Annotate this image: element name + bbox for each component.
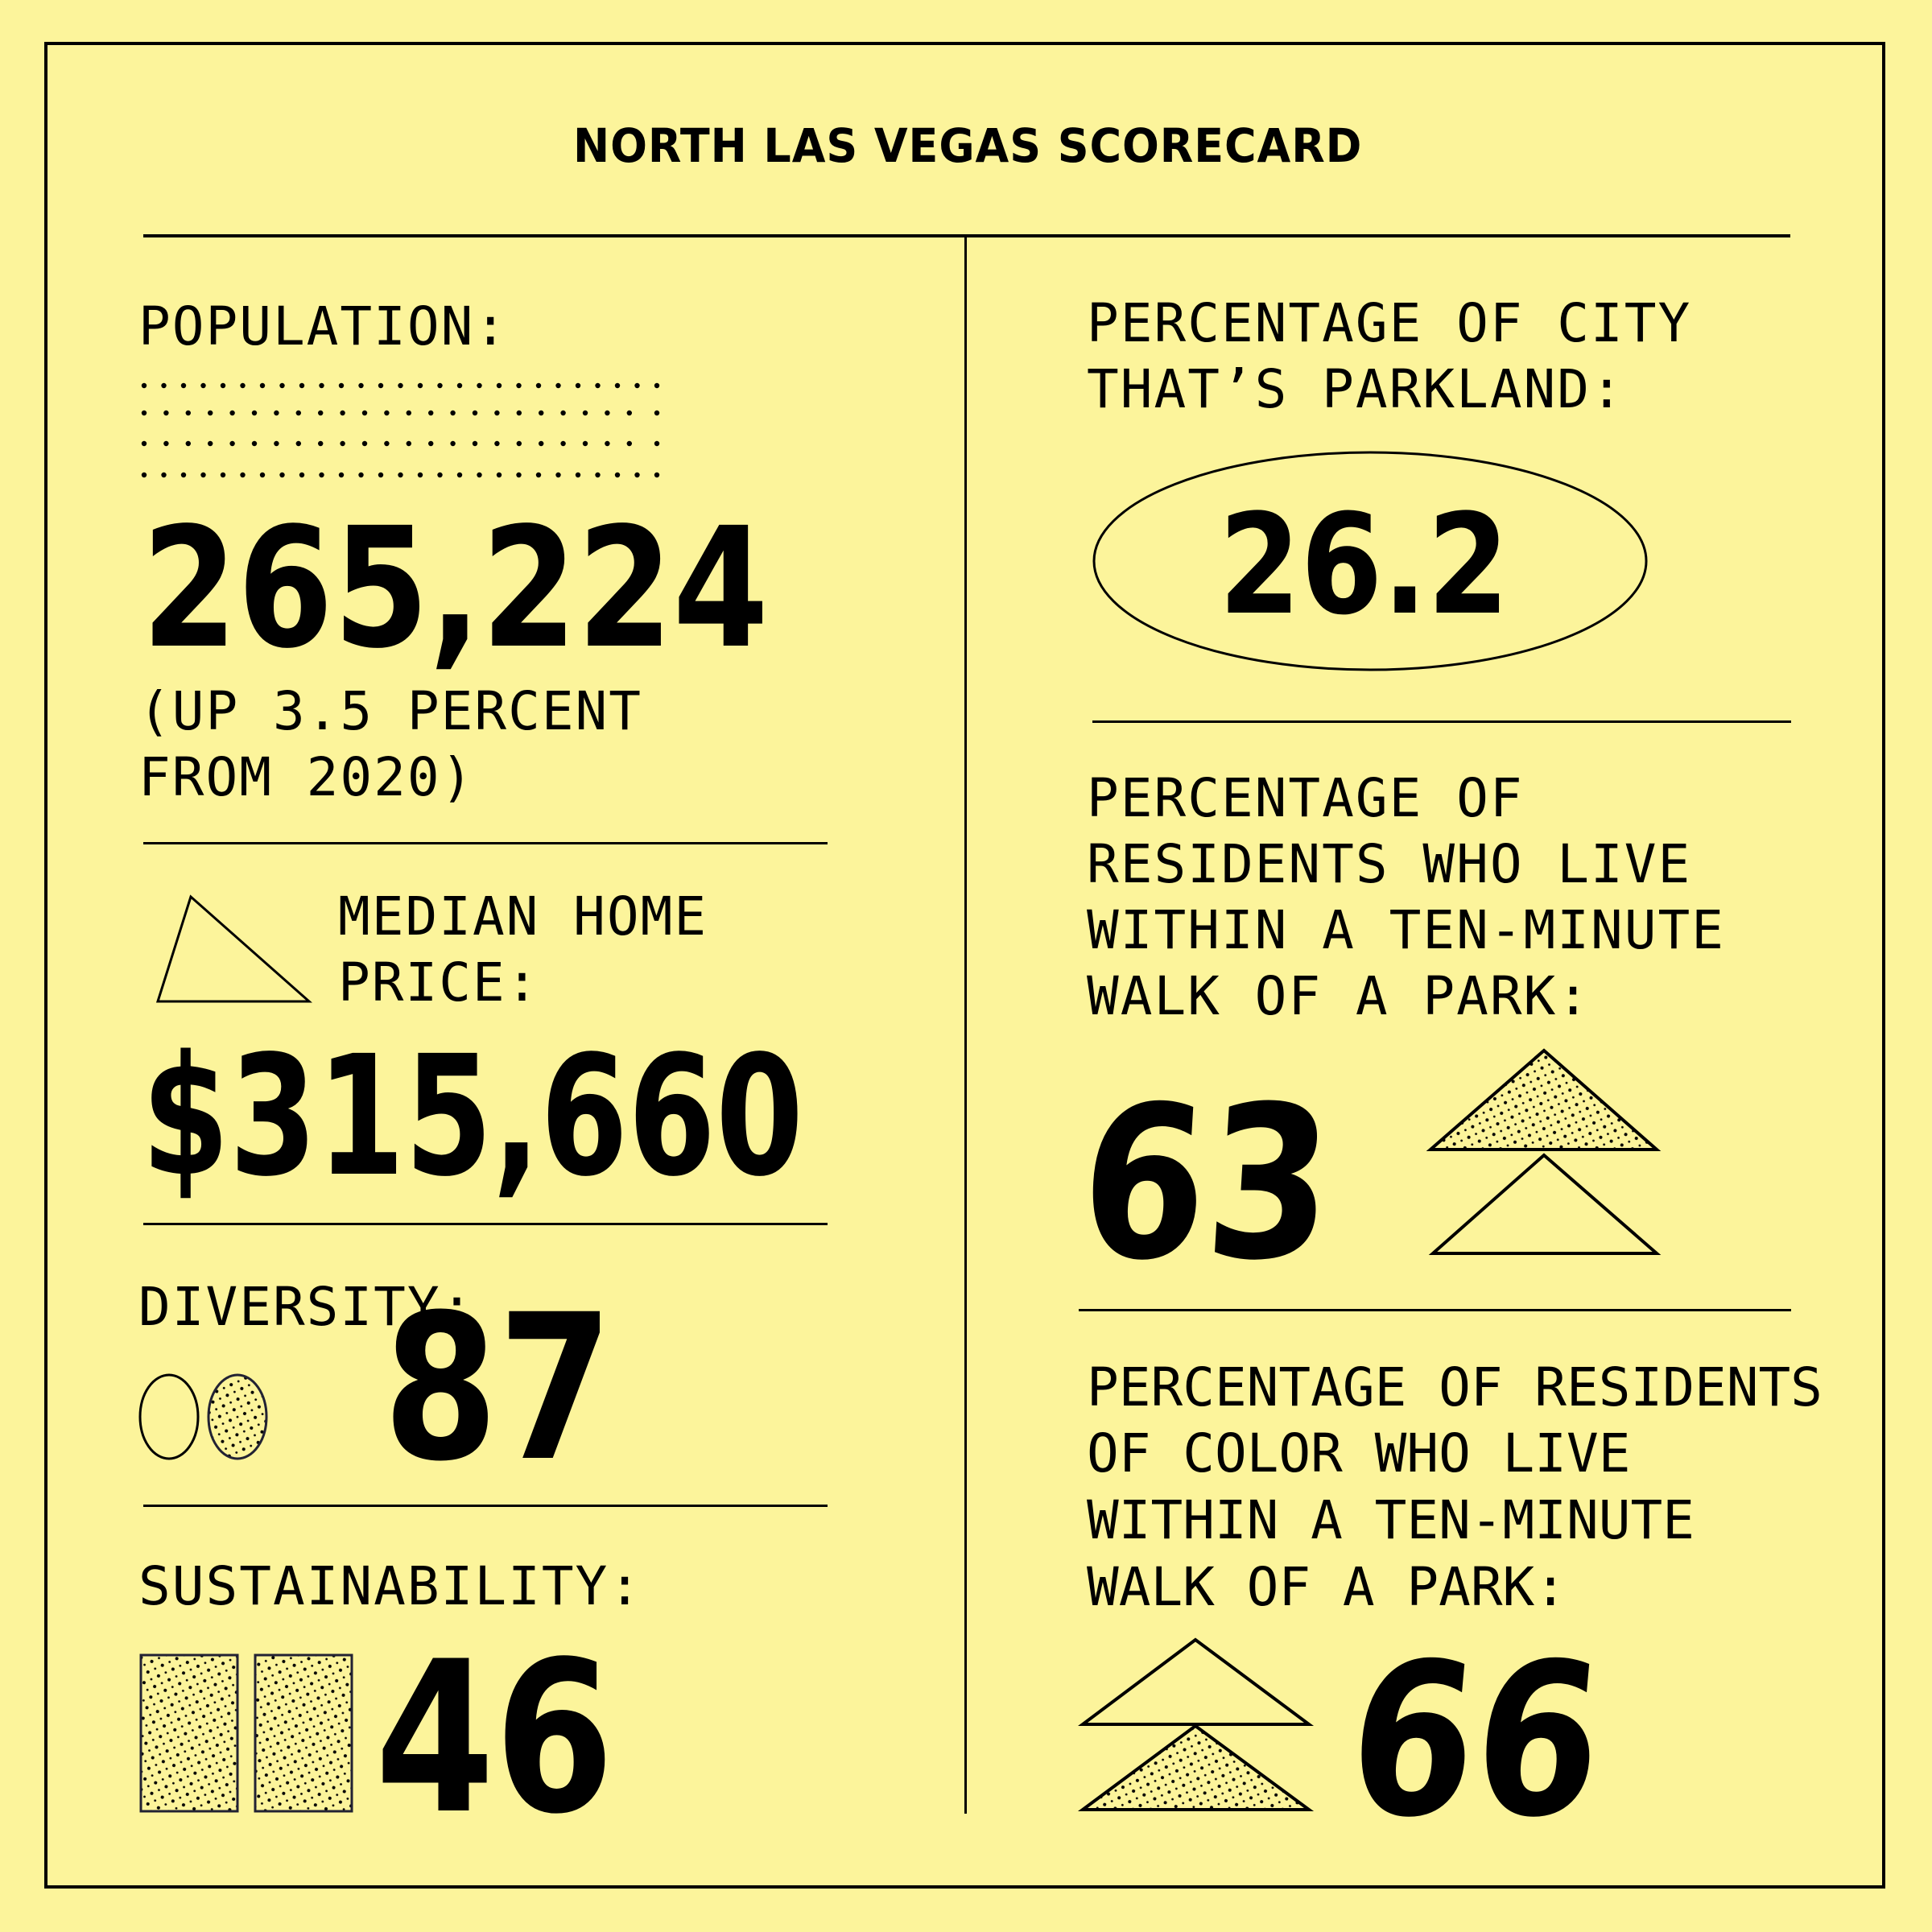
column-divider (964, 236, 967, 1814)
circle-outline-icon (138, 1373, 200, 1460)
circle-dotted-icon (207, 1373, 268, 1460)
dot-grid-icon (141, 382, 660, 478)
park-access-poc-label-line4: WALK OF A PARK: (1087, 1556, 1567, 1618)
section-divider (143, 1505, 828, 1507)
header-divider (143, 234, 1790, 237)
triangle-outline-icon (155, 894, 312, 1003)
parkland-label-line2: THAT’S PARKLAND: (1087, 358, 1624, 420)
dotted-triangle-icon (1426, 1048, 1662, 1151)
diversity-value: 87 (383, 1271, 613, 1505)
sustainability-label: SUSTAINABILITY: (138, 1555, 643, 1617)
park-access-poc-label-line1: PERCENTAGE OF RESIDENTS (1087, 1356, 1823, 1418)
park-access-label-line1: PERCENTAGE OF (1087, 767, 1524, 829)
section-divider (1079, 1309, 1791, 1311)
park-access-poc-label-line3: WITHIN A TEN-MINUTE (1087, 1489, 1695, 1551)
section-divider (143, 1223, 828, 1225)
sustainability-value: 46 (375, 1617, 614, 1860)
park-access-label-line2: RESIDENTS WHO LIVE (1087, 833, 1692, 895)
park-access-poc-value: 66 (1340, 1618, 1612, 1864)
park-access-value: 63 (1075, 1061, 1340, 1307)
parkland-label-line1: PERCENTAGE OF CITY (1087, 292, 1692, 354)
median-home-price-label-line1: MEDIAN HOME (338, 886, 708, 947)
diversity-label: DIVERSITY: (138, 1276, 475, 1338)
population-note-line2: FROM 2020) (138, 746, 475, 808)
population-value: 265,224 (142, 492, 769, 685)
sustainability-squares (139, 1653, 353, 1813)
park-access-poc-triangles (1077, 1637, 1315, 1811)
page-title: NORTH LAS VEGAS SCORECARD (573, 118, 1363, 173)
triangle-outline-icon (1078, 1637, 1315, 1726)
population-label: POPULATION: (138, 295, 509, 357)
parkland-value: 26.2 (1219, 484, 1509, 646)
park-access-poc-label-line2: OF COLOR WHO LIVE (1087, 1422, 1631, 1484)
dotted-triangle-icon (1077, 1724, 1315, 1811)
dotted-square-icon (254, 1653, 353, 1813)
card-frame (44, 42, 1885, 1889)
park-access-label-line4: WALK OF A PARK: (1087, 965, 1591, 1027)
section-divider (1092, 720, 1791, 723)
median-home-price-value: $315,660 (142, 1020, 804, 1213)
median-home-price-label-line2: PRICE: (338, 952, 540, 1013)
park-access-label-line3: WITHIN A TEN-MINUTE (1087, 899, 1725, 961)
dotted-square-icon (139, 1653, 239, 1813)
park-access-triangles (1426, 1048, 1662, 1255)
triangle-outline-icon (1428, 1153, 1662, 1255)
section-divider (143, 842, 828, 844)
population-note-line1: (UP 3.5 PERCENT (138, 680, 643, 742)
diversity-circles (138, 1373, 268, 1460)
ellipse-outline-icon (1092, 451, 1648, 671)
